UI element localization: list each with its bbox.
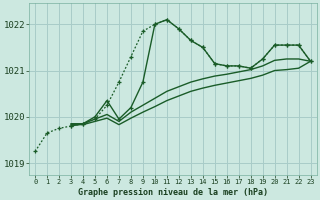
X-axis label: Graphe pression niveau de la mer (hPa): Graphe pression niveau de la mer (hPa)	[78, 188, 268, 197]
